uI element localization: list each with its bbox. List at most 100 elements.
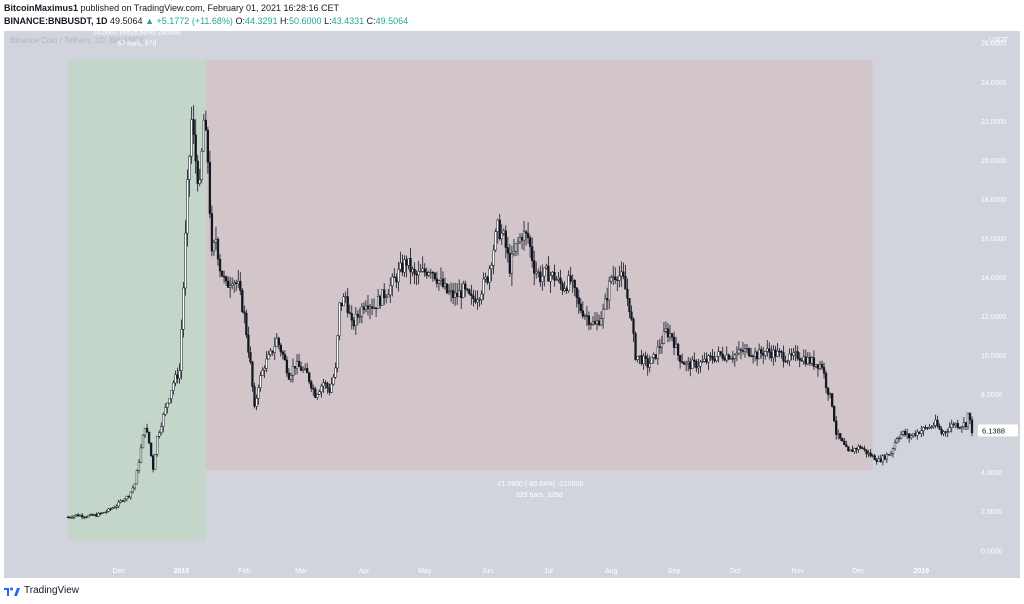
candle-body <box>164 407 167 415</box>
candle-body <box>753 351 757 357</box>
y-tick-label: 22.0000 <box>981 119 1006 126</box>
candle-body <box>966 412 970 427</box>
last-price-box <box>978 424 1018 437</box>
candle-body <box>445 283 449 294</box>
candle-body <box>322 382 325 387</box>
candle-body <box>391 276 394 287</box>
candle-body <box>571 280 574 282</box>
x-tick-label: Nov <box>791 568 804 575</box>
candle-body <box>766 348 769 352</box>
candle-body <box>962 422 966 427</box>
candle-body <box>739 349 743 351</box>
candle-body <box>764 351 767 356</box>
candle-body <box>875 459 878 462</box>
y-tick-label: 16.0000 <box>981 236 1006 243</box>
candle-body <box>575 287 578 298</box>
publish-header: BitcoinMaximus1 published on TradingView… <box>4 3 339 13</box>
candle-body <box>640 355 643 364</box>
candle-body <box>427 272 430 276</box>
candle-body <box>74 514 78 517</box>
candle-body <box>958 427 961 429</box>
candle-body <box>141 434 145 449</box>
y-tick-label: 8.0000 <box>981 392 1003 399</box>
candle-body <box>318 391 321 395</box>
candle-body <box>476 299 479 303</box>
candle-body <box>782 352 785 362</box>
author-name[interactable]: BitcoinMaximus1 <box>4 3 79 13</box>
candle-body <box>129 491 132 498</box>
candle-body <box>828 393 832 395</box>
candle-body <box>218 258 222 272</box>
candle-body <box>920 430 923 434</box>
candle-body <box>824 373 828 389</box>
candle-body <box>772 349 775 359</box>
candle-body <box>695 361 698 369</box>
time-axis-background[interactable] <box>4 562 1020 578</box>
candle-body <box>239 280 242 291</box>
candle-body <box>83 516 86 519</box>
candle-body <box>705 358 708 363</box>
candle-body <box>861 447 864 450</box>
candle-body <box>693 359 696 362</box>
candle-body <box>632 318 635 334</box>
candle-body <box>749 355 753 357</box>
candle-body <box>415 273 418 276</box>
candle-body <box>297 360 301 367</box>
low-label: L: <box>324 16 332 26</box>
range-zones <box>68 60 873 541</box>
close-value: 49.5064 <box>375 16 409 26</box>
candle-body <box>312 388 315 390</box>
candle-body <box>496 219 499 232</box>
candle-body <box>658 346 662 348</box>
candle-body <box>648 363 651 368</box>
candle-body <box>478 299 481 301</box>
candle-body <box>697 365 700 369</box>
candle-body <box>180 328 183 371</box>
candle-body <box>855 448 858 450</box>
candle-body <box>154 454 157 470</box>
candle-body <box>360 306 364 317</box>
candle-body <box>490 265 493 270</box>
candle-body <box>68 516 72 519</box>
candle-body <box>956 423 959 428</box>
candle-body <box>139 447 143 463</box>
candle-body <box>723 358 726 361</box>
candle-body <box>942 431 945 434</box>
x-tick-label: Jun <box>482 568 493 575</box>
y-tick-label: 12.0000 <box>981 314 1006 321</box>
last-price-value: 6.1388 <box>982 426 1005 435</box>
candle-body <box>893 442 897 449</box>
candle-body <box>743 348 747 352</box>
x-tick-label: Apr <box>358 568 370 575</box>
candle-body <box>747 348 751 356</box>
candle-body <box>226 280 230 288</box>
candle-body <box>622 271 625 277</box>
candle-body <box>222 276 226 278</box>
x-tick-label: Aug <box>605 568 618 575</box>
candle-body <box>946 431 949 433</box>
candle-body <box>95 514 98 517</box>
candle-body <box>212 242 216 252</box>
candle-body <box>610 277 613 282</box>
candle-body <box>208 161 212 214</box>
candle-body <box>125 495 128 500</box>
candle-body <box>620 271 623 277</box>
candle-body <box>668 333 672 338</box>
candle-body <box>533 260 536 274</box>
candle-body <box>413 268 416 275</box>
y-tick-label: 26.0000 <box>981 41 1006 48</box>
y-tick-label: 18.0000 <box>981 197 1006 204</box>
candle-body <box>198 179 201 184</box>
price-axis-background[interactable] <box>976 31 1020 562</box>
candle-body <box>551 271 554 276</box>
candle-body <box>158 432 161 437</box>
candle-body <box>460 290 463 298</box>
time-axis[interactable]: Dec 2018 Feb Mar Apr May Jun Jul Aug Sep Oct Nov Dec… <box>112 568 929 575</box>
candle-body <box>524 231 528 234</box>
tradingview-footer[interactable]: TradingView <box>4 585 79 596</box>
candle-body <box>419 271 422 273</box>
price-axis-unit: USDT <box>989 37 1009 44</box>
candle-body <box>295 360 299 369</box>
open-value: 44.3291 <box>244 16 278 26</box>
